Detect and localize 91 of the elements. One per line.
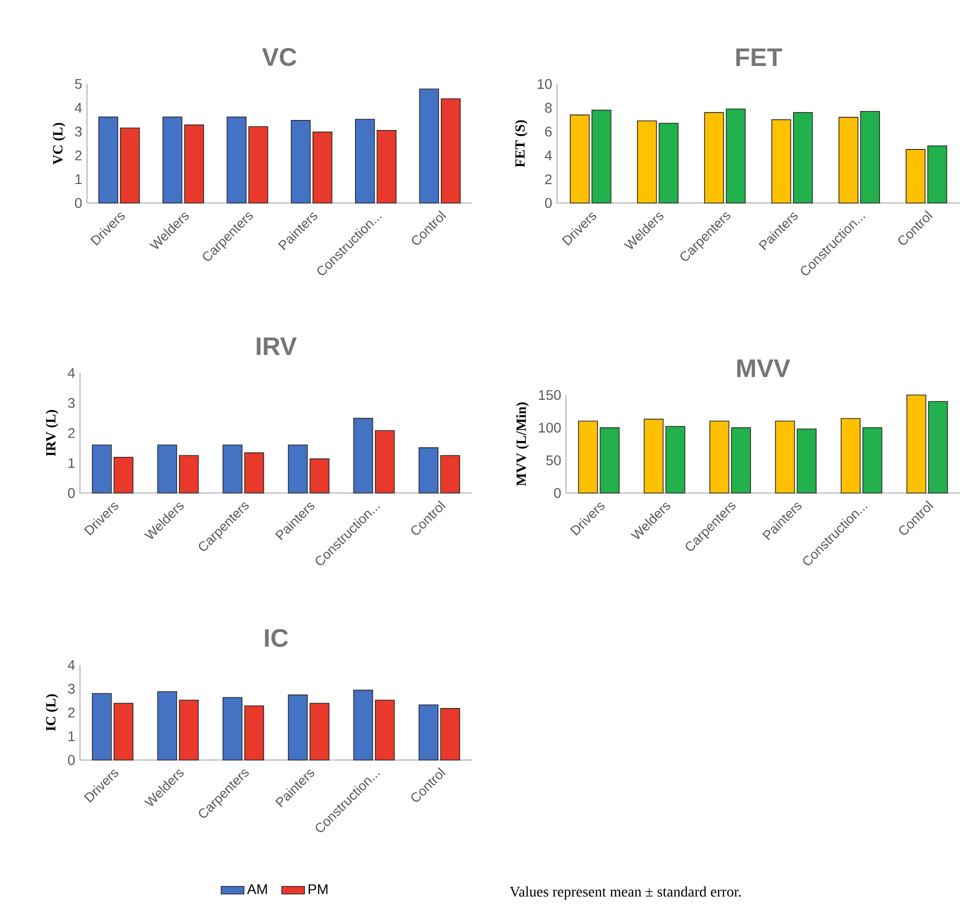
y-tick-label: 5: [75, 79, 82, 89]
y-tick-label: 100: [539, 422, 561, 433]
bar: [592, 110, 612, 204]
chart-title: MVV: [737, 360, 790, 377]
y-tick-label: 4: [544, 150, 552, 160]
y-axis-title: IRV (L): [46, 410, 58, 456]
y-tick-label: 4: [68, 368, 75, 378]
y-tick-label: 0: [554, 488, 561, 498]
y-tick-label: 3: [75, 126, 82, 137]
y-tick-label: 10: [538, 79, 552, 89]
bar: [796, 428, 817, 494]
y-tick-label: 3: [68, 684, 75, 694]
bar: [222, 697, 242, 760]
bar: [775, 420, 795, 494]
bar: [310, 458, 330, 494]
y-tick-label: 1: [68, 731, 75, 742]
bar: [418, 447, 438, 494]
bar: [226, 116, 246, 204]
bar: [440, 455, 460, 494]
bar: [114, 702, 134, 760]
chart-title: VC: [262, 48, 296, 66]
bar: [114, 456, 134, 494]
y-tick-label: 150: [539, 390, 561, 400]
bar: [353, 418, 374, 494]
bar: [244, 705, 264, 760]
bar: [288, 694, 308, 760]
bar: [440, 98, 461, 204]
bar: [290, 120, 311, 204]
y-axis-title: VC (L): [52, 122, 66, 165]
bar: [244, 452, 264, 494]
bar: [92, 693, 112, 760]
bar: [771, 119, 792, 204]
bar: [288, 444, 308, 494]
chart-title: IRV: [256, 338, 297, 355]
bar: [157, 444, 178, 494]
bar: [793, 112, 813, 204]
y-axis-title: MVV (L/Min): [516, 402, 529, 486]
legend-label: AM: [247, 884, 267, 894]
y-tick-label: 2: [68, 708, 75, 718]
bar: [927, 145, 948, 204]
bar: [906, 149, 926, 204]
y-tick-label: 1: [76, 174, 82, 184]
y-tick-label: 50: [546, 455, 561, 466]
bar: [570, 114, 590, 204]
y-tick-label: 0: [68, 488, 75, 498]
bar: [440, 708, 460, 760]
y-tick-label: 8: [545, 102, 552, 113]
bar: [222, 444, 242, 494]
bar: [644, 418, 664, 494]
y-tick-label: 0: [68, 755, 75, 765]
bar: [840, 418, 861, 494]
bar: [726, 108, 746, 204]
bar: [665, 426, 686, 494]
bar: [704, 112, 724, 204]
bar: [862, 427, 882, 494]
y-tick-label: 6: [545, 126, 552, 137]
text: Values represent mean ± standard error.: [510, 886, 741, 900]
bar: [928, 401, 948, 494]
chart-title: IC: [265, 629, 288, 647]
bar: [157, 691, 178, 760]
bar: [248, 126, 268, 204]
bar: [578, 420, 598, 494]
bar: [600, 427, 620, 494]
bar: [120, 128, 140, 204]
bar: [178, 455, 199, 494]
bar: [709, 420, 730, 494]
y-tick-label: 0: [75, 198, 82, 208]
y-tick-label: 2: [68, 428, 75, 438]
y-axis-title: FET (S): [514, 120, 528, 168]
y-tick-label: 2: [545, 174, 552, 184]
y-tick-label: 4: [68, 660, 75, 670]
bar: [374, 700, 395, 760]
bar: [418, 704, 438, 760]
bar: [312, 132, 332, 204]
legend-label: PM: [308, 884, 328, 894]
y-axis-title: IC (L): [46, 694, 58, 731]
chart-title: FET: [736, 48, 782, 66]
bar: [92, 444, 112, 494]
bar: [98, 116, 118, 204]
bar: [374, 430, 395, 494]
y-tick-label: 4: [74, 102, 82, 113]
bar: [906, 394, 926, 494]
bar: [419, 88, 439, 204]
y-tick-label: 2: [75, 150, 82, 160]
y-tick-label: 3: [68, 398, 75, 408]
bar: [353, 690, 374, 760]
bar: [731, 427, 751, 494]
bar: [310, 702, 330, 760]
bar: [178, 700, 199, 760]
y-tick-label: 1: [68, 458, 75, 468]
y-tick-label: 0: [545, 198, 552, 208]
